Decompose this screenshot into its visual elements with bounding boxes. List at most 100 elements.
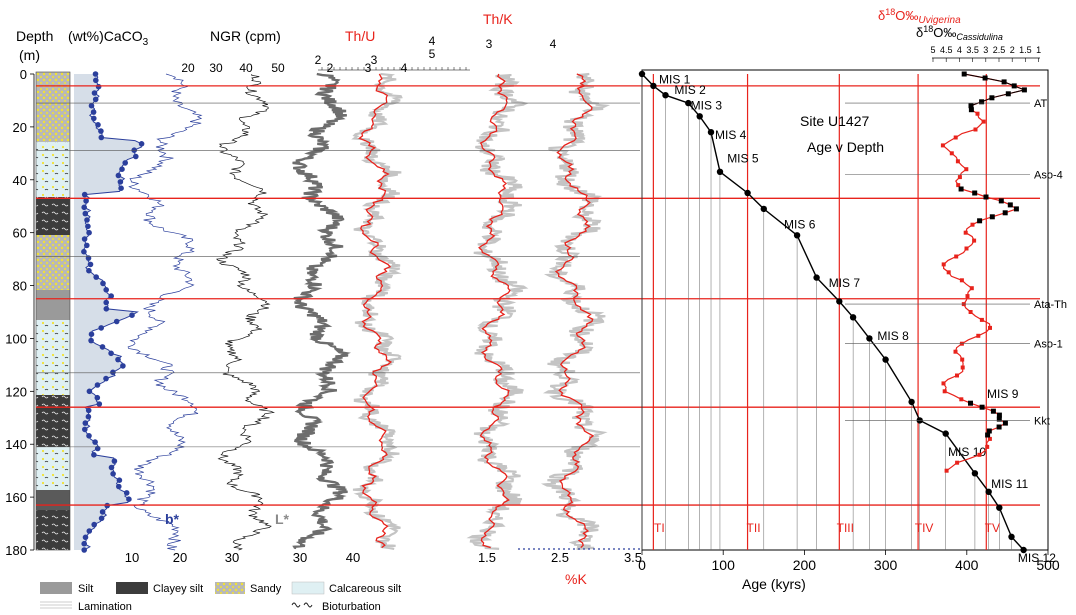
caco3-point [82,210,89,217]
d18o-uvigerina-point [953,349,958,354]
caco3-fill [74,74,142,550]
caco3-point [120,363,126,369]
d18o-uvigerina-point [953,135,958,140]
litho-bioturbated-1 [36,197,70,235]
age-tick-label: 500 [1036,557,1060,573]
lithology-column [35,71,71,551]
age-depth-point [813,274,820,281]
tephra-label: Ata-Th [1034,299,1067,311]
caco3-point [81,540,87,547]
caco3-point [81,191,88,198]
caco3-point [84,217,90,223]
bstar-label: b* [165,511,180,527]
age-axis-title: Age (kyrs) [742,576,806,592]
caco3-axis: 20 30 40 50 [181,61,285,75]
caco3-point [103,306,110,312]
mis-label: MIS 7 [829,276,861,290]
bottom-axes: 10 20 30 30 40 1.5 2.5 3.5 [125,548,642,565]
caco3-point [98,515,105,522]
thk-tick-label: 3 [486,37,493,51]
depth-tick-label: 20 [13,120,27,135]
d18o-cassidulina-point [958,186,964,192]
d18o-tick-label: 2 [1010,45,1015,55]
caco3-point [122,160,128,166]
thk-header: Th/K [483,11,513,27]
caco3-header-prefix: (wt%)CaCO [68,28,143,44]
mis-label: MIS 1 [659,72,691,86]
caco3-point [131,147,137,153]
caco3-point [81,547,87,553]
d18o-tick-label: 5 [930,45,935,55]
termination-label: TI [654,521,665,535]
legend-clayey-label: Clayey silt [153,583,203,595]
ngr-tick-label: 4 [429,34,436,48]
depth-tick-label: 120 [5,384,27,399]
depth-curves [74,71,611,553]
age-depth-point [744,189,751,197]
d18o-cassidulina-point [998,198,1004,204]
litho-clayey-1 [36,395,70,447]
d18o-tick-label: 1 [1036,45,1041,55]
caco3-point [87,261,94,268]
d18o-uvigerina-point [976,333,981,338]
legend-sandy-swatch [215,582,245,594]
caco3-point [110,369,116,376]
caco3-point [82,426,88,433]
d18o-cassidulina-point [989,214,995,220]
termination-label: TIII [837,521,854,535]
thu-line [358,73,393,549]
d18o-cassidulina-point [979,404,985,410]
mis-label: MIS 2 [674,83,706,97]
d18o-uvigerina-point [977,452,982,457]
caco3-tick-label: 40 [239,61,253,75]
bstar-tick-label: 20 [173,550,187,565]
d18o-uvigerina-point [972,238,977,243]
litho-laminated-1 [36,490,70,510]
thu-tick-label: 4 [401,61,408,75]
caco3-point [108,350,114,357]
d18o-uvigerina-sup: 18 [885,7,895,17]
d18o-uvigerina-point [964,246,969,251]
thu-tick-label: 2 [327,61,334,75]
d18o-uvigerina-point [965,294,970,299]
caco3-point [92,96,99,103]
d18o-tick-label: 4 [957,45,962,55]
depth-axis: 0 20 40 60 80 100 120 140 160 180 [5,67,35,558]
caco3-point [129,312,135,319]
thu-header: Th/U [345,28,375,44]
caco3-tick-label: 30 [209,61,223,75]
caco3-point [118,185,124,191]
thu-grey-band [351,72,403,550]
litho-sandy-3 [36,510,70,550]
caco3-point [88,337,94,344]
caco3-point [126,496,132,503]
thk-tick-label: 4 [550,37,557,51]
d18o-tick-label: 2.5 [993,45,1006,55]
age-depth-point [760,205,767,213]
caco3-point [86,388,93,395]
caco3-point [115,172,122,179]
caco3-point [88,331,95,338]
age-depth-point [793,232,801,239]
mis-label: MIS 5 [727,152,759,166]
caco3-point [95,83,102,90]
tephra-label: Aso-4 [1034,169,1063,181]
caco3-point [86,528,93,534]
d18o-tick-label: 4.5 [940,45,953,55]
age-depth-point [866,335,873,342]
d18o-uvigerina-point [964,167,969,172]
bstar-tick-label: 10 [125,550,139,565]
age-tick-label: 400 [955,557,979,573]
age-depth-point [707,129,715,136]
mis-label: MIS 12 [1018,551,1056,565]
lstar-tick-label: 40 [346,550,360,565]
caco3-point [115,356,121,363]
d18o-cassidulina-point [996,424,1002,430]
litho-sandy-1 [36,72,70,142]
d18o-tick-label: 1.5 [1019,45,1032,55]
thu-axis: 2 3 4 [327,61,408,75]
caco3-point [111,458,118,464]
d18o-cassidulina-header: δ18O‰Cassidulina [916,24,1003,42]
mis-label: MIS 8 [877,329,909,343]
depth-tick-label: 40 [13,173,27,188]
